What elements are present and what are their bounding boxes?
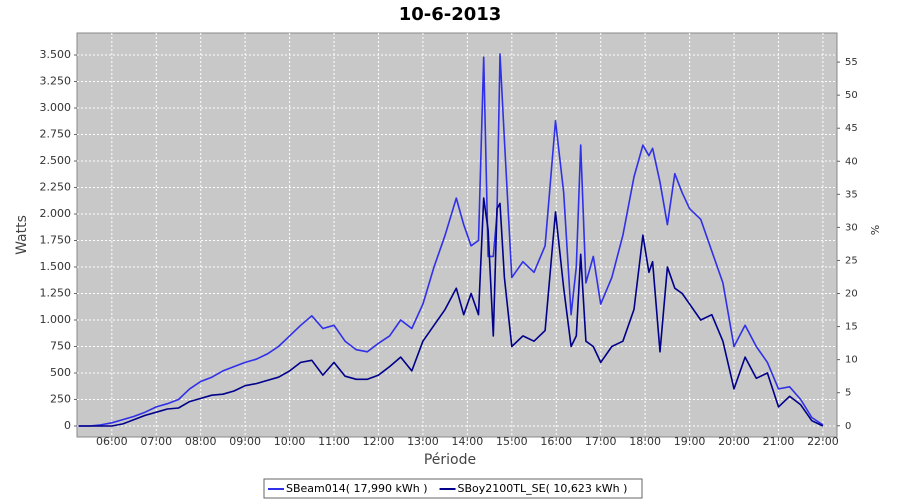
y2-tick-label: 15 — [845, 322, 858, 333]
y-tick-label: 3.500 — [40, 48, 72, 61]
y-tick-label: 3.250 — [40, 75, 72, 88]
y-axis-title: Watts — [14, 215, 30, 255]
y2-tick-label: 50 — [845, 90, 858, 101]
x-tick-label: 16:00 — [540, 435, 572, 448]
y-tick-label: 1.750 — [40, 234, 72, 247]
y-tick-label: 250 — [50, 392, 71, 405]
y-tick-label: 1.250 — [40, 287, 72, 300]
x-tick-label: 10:00 — [274, 435, 306, 448]
y2-tick-label: 0 — [845, 421, 851, 432]
x-tick-label: 06:00 — [96, 435, 128, 448]
x-axis-title: Période — [424, 452, 476, 468]
plot-area — [76, 32, 838, 438]
x-tick-label: 12:00 — [363, 435, 395, 448]
chart-title: 10-6-2013 — [399, 4, 502, 25]
y2-tick-label: 55 — [845, 57, 858, 68]
y-tick-label: 3.000 — [40, 101, 72, 114]
legend-label: SBoy2100TL_SE( 10,623 kWh ) — [458, 482, 628, 495]
legend-label: SBeam014( 17,990 kWh ) — [286, 482, 428, 495]
x-tick-label: 21:00 — [763, 435, 795, 448]
y-tick-label: 1.500 — [40, 260, 72, 273]
y2-tick-label: 10 — [845, 355, 858, 366]
x-tick-label: 18:00 — [629, 435, 661, 448]
x-tick-label: 08:00 — [185, 435, 217, 448]
y-tick-label: 2.250 — [40, 181, 72, 194]
series-line — [78, 197, 824, 427]
y-tick-label: 1.000 — [40, 313, 72, 326]
y-tick-label: 500 — [50, 366, 71, 379]
x-tick-label: 14:00 — [452, 435, 484, 448]
x-tick-label: 19:00 — [674, 435, 706, 448]
series-line — [78, 53, 824, 427]
y-tick-label: 2.750 — [40, 128, 72, 141]
x-tick-label: 22:00 — [807, 435, 839, 448]
y2-tick-label: 40 — [845, 156, 858, 167]
y-tick-label: 0 — [64, 419, 71, 432]
y2-axis-title: % — [868, 225, 881, 235]
y-tick-label: 750 — [50, 339, 71, 352]
y-tick-label: 2.000 — [40, 207, 72, 220]
x-tick-label: 09:00 — [229, 435, 261, 448]
y2-tick-label: 25 — [845, 255, 858, 266]
x-tick-label: 17:00 — [585, 435, 617, 448]
y2-tick-label: 5 — [845, 388, 851, 399]
y2-tick-label: 35 — [845, 189, 858, 200]
y2-tick-label: 20 — [845, 289, 858, 300]
x-tick-label: 20:00 — [718, 435, 750, 448]
x-tick-label: 15:00 — [496, 435, 528, 448]
x-tick-label: 11:00 — [318, 435, 350, 448]
y2-tick-label: 30 — [845, 222, 858, 233]
x-tick-label: 13:00 — [407, 435, 439, 448]
y-tick-label: 2.500 — [40, 154, 72, 167]
x-tick-label: 07:00 — [140, 435, 172, 448]
y2-tick-label: 45 — [845, 123, 858, 134]
